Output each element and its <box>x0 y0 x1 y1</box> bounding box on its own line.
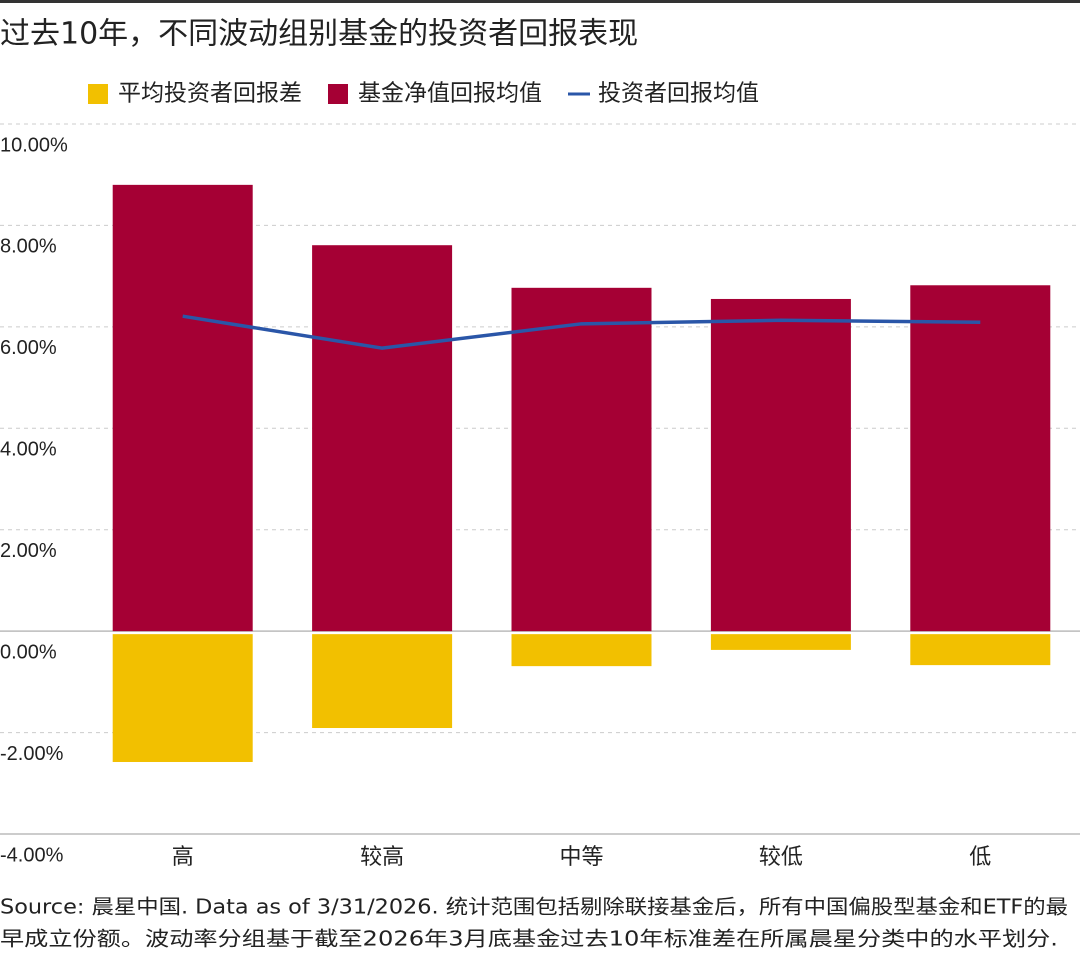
y-tick-label: 10.00% <box>0 134 68 156</box>
chart-title: 过去10年，不同波动组别基金的投资者回报表现 <box>0 17 638 52</box>
bar <box>710 298 851 632</box>
x-tick-label: 较高 <box>360 845 404 870</box>
source-note: 早成立份额。波动率分组基于截至2026年3月底基金过去10年标准差在所属晨星分类… <box>0 927 1058 951</box>
y-tick-label: 8.00% <box>0 236 57 258</box>
legend-label: 投资者回报均值 <box>598 81 759 107</box>
x-tick-label: 高 <box>172 845 194 870</box>
y-tick-label: 0.00% <box>0 641 57 663</box>
bar <box>910 285 1051 632</box>
legend-swatch <box>328 84 348 104</box>
y-tick-label: 6.00% <box>0 337 57 359</box>
x-tick-label: 较低 <box>759 845 803 870</box>
line <box>182 314 981 350</box>
x-tick-label: 低 <box>969 845 991 870</box>
bar <box>112 634 253 762</box>
bar <box>511 634 652 667</box>
x-tick-label: 中等 <box>559 845 603 870</box>
bar <box>312 245 453 632</box>
legend-swatch <box>88 84 108 104</box>
y-tick-label: 2.00% <box>0 540 57 562</box>
y-tick-label: -4.00% <box>0 844 64 866</box>
legend-label: 平均投资者回报差 <box>118 81 302 107</box>
bar <box>112 184 253 632</box>
bar <box>910 634 1051 666</box>
y-tick-label: -2.00% <box>0 743 64 765</box>
bar <box>511 287 652 632</box>
source-note: Source: 晨星中国. Data as of 3/31/2026. 统计范围… <box>0 895 1068 919</box>
y-tick-label: 4.00% <box>0 439 57 461</box>
legend-label: 基金净值回报均值 <box>358 81 542 107</box>
top-rule <box>0 0 1080 3</box>
bar <box>312 634 453 729</box>
bar <box>710 634 851 650</box>
